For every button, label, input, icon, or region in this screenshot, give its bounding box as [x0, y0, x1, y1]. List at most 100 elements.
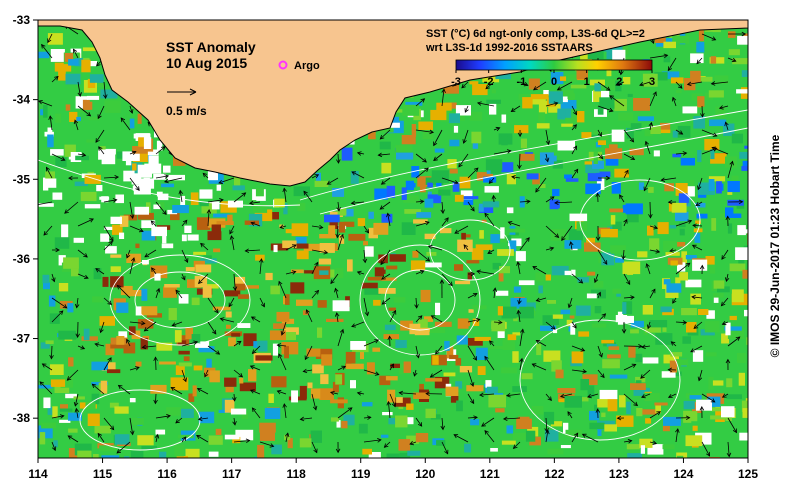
sst-patch [88, 117, 100, 121]
current-vector-icon [41, 363, 53, 371]
sst-patch [698, 28, 704, 42]
current-vector-icon [532, 81, 547, 91]
sst-patch [172, 205, 189, 214]
sst-patch [597, 428, 602, 436]
map-field [38, 20, 748, 458]
sst-patch [180, 195, 186, 209]
sst-patch [627, 262, 633, 275]
current-vector-icon [66, 369, 79, 381]
sst-patch [211, 201, 220, 210]
sst-patch [611, 129, 625, 142]
sst-patch [489, 102, 497, 115]
current-vector-icon [415, 167, 429, 179]
sst-patch [459, 176, 471, 189]
sst-patch [449, 354, 459, 360]
current-vector-icon [304, 345, 313, 361]
colorbar-tick-label: 3 [649, 76, 655, 88]
sst-patch [215, 428, 222, 435]
sst-patch [677, 242, 686, 247]
sst-patch [123, 342, 136, 354]
sst-patch [94, 425, 111, 434]
sst-patch [76, 116, 81, 122]
current-vector-icon [648, 121, 654, 131]
sst-patch [658, 129, 671, 134]
sst-patch [224, 399, 235, 413]
sst-patch [364, 288, 381, 295]
sst-patch [235, 276, 246, 284]
sst-patch [52, 192, 63, 200]
sst-patch [187, 279, 202, 288]
sst-patch [114, 434, 130, 445]
sst-patch [73, 237, 84, 243]
sst-patch [589, 79, 605, 86]
current-vector-icon [623, 129, 635, 143]
current-vector-icon [619, 194, 625, 203]
sst-patch [726, 378, 733, 388]
ssh-contour [134, 271, 226, 329]
sst-patch [686, 322, 697, 333]
sst-patch [576, 111, 585, 123]
current-vector-icon [479, 392, 495, 398]
sst-patch [589, 422, 605, 430]
sst-patch [138, 137, 145, 147]
current-vector-icon [545, 321, 556, 330]
sst-patch [174, 330, 182, 343]
sst-patch [91, 393, 100, 405]
sst-patch [425, 378, 443, 382]
sst-patch [685, 279, 702, 288]
sst-patch [83, 328, 90, 341]
sst-patch [50, 379, 66, 387]
sst-patch [315, 172, 321, 183]
current-vector-icon [571, 321, 577, 329]
current-vector-icon [691, 294, 703, 300]
sst-patch [525, 430, 536, 442]
sst-patch [290, 282, 305, 294]
sst-patch [130, 450, 144, 458]
sst-patch [384, 324, 396, 331]
current-vector-icon [464, 105, 469, 113]
sst-patch [439, 228, 452, 234]
argo-label: Argo [294, 60, 320, 72]
sst-patch [479, 230, 484, 239]
sst-patch [484, 383, 489, 393]
sst-patch [460, 190, 473, 200]
sst-patch [348, 233, 366, 241]
sst-patch [513, 316, 518, 322]
sst-patch [332, 300, 350, 312]
colorbar: -3 -2 -1 0 1 2 3 [451, 59, 655, 88]
sst-patch [232, 185, 245, 191]
sst-patch [306, 348, 321, 357]
sst-patch [319, 234, 336, 239]
sst-patch [159, 451, 167, 458]
sst-patch [74, 181, 88, 187]
sst-patch [434, 321, 452, 327]
product-reference: wrt L3S-1d 1992-2016 SSTAARS [425, 42, 593, 54]
current-vector-icon [103, 175, 120, 180]
sst-patch [419, 383, 424, 390]
sst-patch [203, 255, 212, 260]
sst-patch [137, 212, 154, 220]
current-vector-icon [95, 129, 105, 143]
current-vector-icon [103, 417, 115, 431]
current-vector-icon [516, 309, 522, 323]
current-vector-icon [571, 124, 577, 131]
current-vector-icon [153, 356, 158, 371]
current-vector-icon [439, 279, 445, 299]
current-vector-icon [505, 392, 521, 398]
current-vector-icon [363, 438, 382, 443]
sst-patch [52, 406, 58, 418]
x-tick-label: 118 [287, 467, 307, 481]
current-vector-icon [623, 295, 635, 300]
sst-patch [123, 170, 135, 182]
argo-legend: Argo [278, 60, 320, 72]
sst-patch [663, 41, 676, 49]
sst-patch [626, 401, 631, 415]
sst-patch [64, 144, 76, 157]
map-title: SST Anomaly [166, 39, 256, 55]
sst-patch [225, 311, 232, 318]
current-vector-icon [415, 220, 430, 227]
current-vector-icon [430, 315, 443, 323]
current-vector-icon [645, 263, 651, 275]
sst-patch [597, 399, 614, 408]
